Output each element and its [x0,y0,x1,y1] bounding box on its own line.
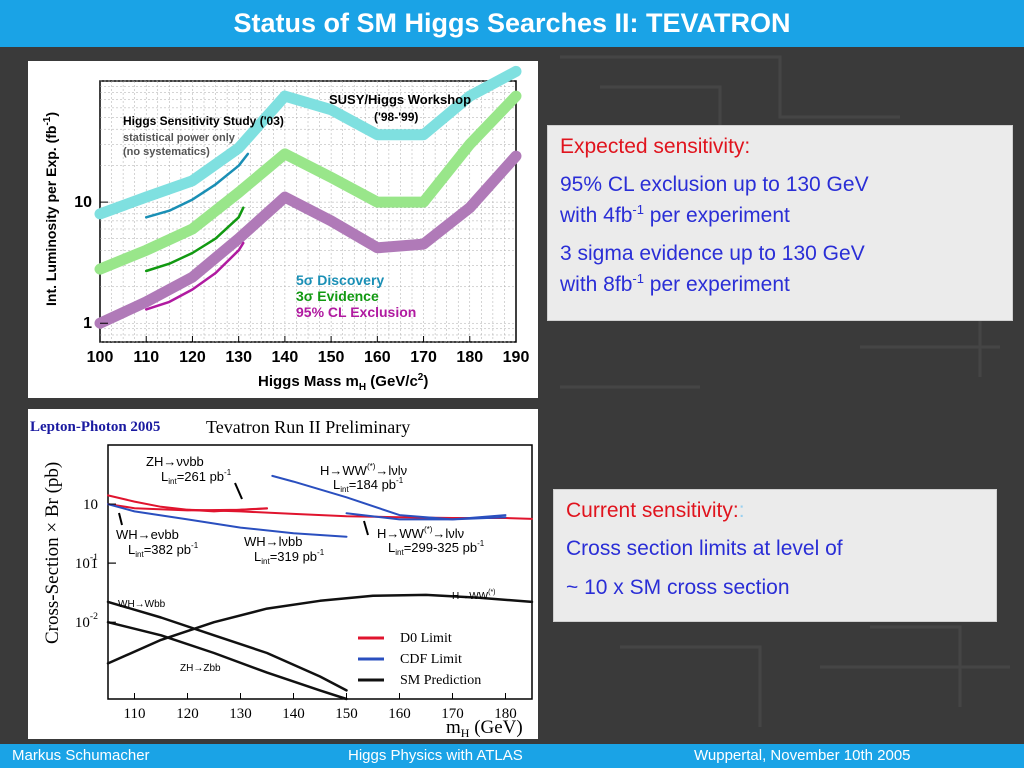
label-wh-evbb: WH→eνbb [116,527,179,542]
legend-sm: SM Prediction [400,673,481,688]
x-tick-label: 130 [225,349,252,366]
plot-frame [107,444,533,700]
exclusion-text: 95% CL exclusion up to 130 GeV with 4fb-1… [560,173,869,227]
x-tick-label: 190 [503,349,530,366]
series-line [144,152,250,219]
series-line [106,600,348,692]
x-tick-label: 120 [179,349,206,366]
x-tick-label: 180 [494,706,517,722]
current-sensitivity-box: Current sensitivity:: Cross section limi… [553,489,997,622]
legend-exclusion: 95% CL Exclusion [296,304,416,320]
series-lines [106,474,534,701]
footer-author: Markus Schumacher [12,747,150,764]
workshop-years: ('98-'99) [374,110,418,124]
channel-labels: ZH→ννbb Lint=261 pb-1 H→WW(*)→lνlν Lint=… [116,454,496,674]
footer-talk: Higgs Physics with ATLAS [348,747,523,764]
label-hww-a-lumi: Lint=184 pb-1 [333,476,404,494]
footer-bar: Markus Schumacher Higgs Physics with ATL… [0,744,1024,768]
label-hww-b-lumi: Lint=299-325 pb-1 [388,539,485,557]
conference-label: Lepton-Photon 2005 [30,419,160,435]
x-tick-labels: 110 120 130 140 150 160 170 180 [124,693,517,722]
x-tick-label: 160 [364,349,391,366]
x-tick-label: 180 [456,349,483,366]
label-sm-whwbb: WH→Wbb [118,599,166,610]
label-hww-a: H→WW(*)→lνlν [320,462,407,478]
y-tick-label: 10-1 [75,552,98,572]
legend-d0: D0 Limit [400,631,452,646]
expected-sensitivity-box: Expected sensitivity: 95% CL exclusion u… [547,125,1013,321]
y-tick-label: 1 [91,556,99,572]
legend: D0 Limit CDF Limit SM Prediction [358,631,481,688]
workshop-label: SUSY/Higgs Workshop [329,92,471,107]
annotation-arrows [118,482,369,536]
study-note-1: statistical power only [123,132,236,144]
chart-title: Tevatron Run II Preliminary [206,417,410,437]
series-line [94,150,522,329]
x-tick-label: 150 [335,706,358,722]
y-axis-label: Cross-Section × Br (pb) [42,462,63,644]
x-axis-label: mH (GeV) [446,717,523,739]
y-axis-label: Int. Luminosity per Exp. (fb-1) [42,112,59,306]
grid [100,80,516,343]
x-tick-label: 140 [282,706,305,722]
cross-section-chart-panel: Lepton-Photon 2005 Tevatron Run II Preli… [28,409,538,740]
x-tick-label: 160 [388,706,411,722]
arrow-icon [363,520,369,536]
legend-cdf: CDF Limit [400,652,462,667]
label-zh-nunubb-lumi: Lint=261 pb-1 [161,468,232,486]
y-tick-labels: 10-2 10-11 10 [75,497,116,631]
series-line [94,90,522,275]
label-wh-evbb-lumi: Lint=382 pb-1 [128,541,199,559]
x-tick-label: 140 [272,349,299,366]
label-sm-hww: H→WW(*) [452,589,496,602]
series-line [345,512,507,521]
series-line [106,620,348,701]
limits-text: Cross section limits at level of [566,537,843,561]
sm-ratio-text: ~ 10 x SM cross section [566,575,790,599]
label-wh-lvbb: WH→lνbb [244,534,303,549]
x-tick-label: 170 [410,349,437,366]
cross-section-chart: Lepton-Photon 2005 Tevatron Run II Preli… [30,417,534,740]
x-tick-label: 100 [87,349,114,366]
label-wh-lvbb-lumi: Lint=319 pb-1 [254,548,325,566]
arrow-icon [118,512,123,526]
x-tick-label: 130 [229,706,252,722]
y-tick-labels: 110102 [74,194,108,332]
series-line [144,241,245,311]
series-line [144,206,245,273]
x-tick-label: 110 [133,349,159,366]
x-tick-label: 170 [441,706,464,722]
label-hww-b: H→WW(*)→lνlν [377,525,464,541]
x-tick-label: 110 [124,706,146,722]
study-note-2: (no systematics) [123,146,210,158]
current-heading: Current sensitivity:: [566,499,745,522]
y-tick-label: 10 [74,194,92,211]
x-axis-label: Higgs Mass mH (GeV/c2) [258,372,428,393]
x-tick-label: 120 [176,706,199,722]
label-sm-zhzbb: ZH→Zbb [180,663,221,674]
slide-title: Status of SM Higgs Searches II: TEVATRON [0,0,1024,47]
legend-discovery: 5σ Discovery [296,272,384,288]
series-line [106,593,534,665]
y-tick-label: 1 [83,315,92,332]
x-tick-label: 150 [318,349,345,366]
y-tick-label: 10-2 [75,611,98,631]
legend-evidence: 3σ Evidence [296,288,379,304]
series-lines [94,65,522,329]
series-line [107,503,348,538]
y-tick-label: 10 [83,497,98,513]
evidence-text: 3 sigma evidence up to 130 GeV with 8fb-1… [560,242,865,296]
study-label: Higgs Sensitivity Study ('03) [123,114,284,128]
arrow-icon [234,482,243,500]
footer-venue-date: Wuppertal, November 10th 2005 [694,747,911,764]
x-tick-labels: 100 110 120 130 140 150 160 170 180 190 [87,336,530,366]
expected-heading: Expected sensitivity: [560,135,751,158]
label-zh-nunubb: ZH→ννbb [146,454,204,469]
series-line [94,65,522,220]
